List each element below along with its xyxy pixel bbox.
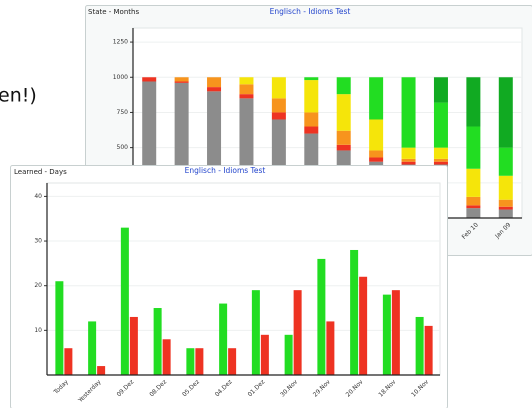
bar-segment	[401, 77, 416, 148]
bar-segment	[271, 98, 286, 113]
bar-segment	[401, 147, 416, 159]
y-tick-label: 30	[34, 238, 42, 245]
bar-segment	[304, 112, 319, 127]
bar-segment	[336, 94, 351, 131]
bar-segment	[433, 102, 448, 148]
bar	[228, 348, 237, 375]
background-text: en!)	[0, 85, 37, 107]
bar-segment	[174, 77, 189, 82]
bar-segment	[498, 147, 513, 176]
y-tick-label: 500	[117, 144, 129, 151]
y-tick-label: 1000	[113, 74, 128, 81]
y-tick-label: 1250	[113, 39, 128, 46]
bar	[284, 334, 293, 375]
bar	[64, 348, 73, 375]
bar-segment	[142, 77, 157, 82]
bar-segment	[207, 87, 222, 92]
bar	[219, 303, 228, 375]
bar-segment	[433, 158, 448, 162]
bar-segment	[369, 77, 384, 120]
bar-segment	[271, 112, 286, 120]
bar	[195, 348, 204, 375]
bar-segment	[239, 94, 254, 99]
bar-segment	[369, 150, 384, 158]
bar	[120, 227, 129, 375]
bar	[382, 294, 391, 375]
bar-segment	[498, 206, 513, 210]
bar-segment	[304, 126, 319, 134]
bar-segment	[433, 147, 448, 159]
chart-title: Englisch - Idioms Test	[270, 7, 351, 16]
bar-segment	[304, 80, 319, 113]
chart-title: Englisch - Idioms Test	[185, 166, 266, 175]
bar	[97, 366, 106, 375]
bar-segment	[466, 77, 481, 127]
bar	[162, 339, 171, 375]
chart-window: Learned - Days Englisch - Idioms Test 10 20…	[10, 165, 448, 408]
bar-segment	[271, 77, 286, 99]
bar	[317, 258, 326, 375]
chart-label: Learned - Days	[14, 168, 67, 176]
y-tick-label: 40	[34, 193, 42, 200]
bar-segment	[466, 126, 481, 169]
bar-segment	[498, 77, 513, 148]
bar-segment	[498, 175, 513, 200]
bar-segment	[498, 199, 513, 207]
bar	[251, 290, 260, 375]
bar-segment	[304, 77, 319, 81]
bar	[359, 276, 368, 375]
bar-segment	[174, 81, 189, 83]
y-tick-label: 750	[117, 109, 129, 116]
bar	[293, 290, 302, 375]
bar	[391, 290, 400, 375]
bar-segment	[336, 77, 351, 95]
bar-segment	[369, 119, 384, 151]
plot-area	[46, 182, 441, 376]
bar-segment	[336, 144, 351, 151]
bar	[260, 334, 269, 375]
bar	[55, 281, 64, 375]
bar-segment	[369, 157, 384, 162]
bar-segment	[239, 77, 254, 85]
bar	[326, 321, 335, 375]
bar-segment	[433, 77, 448, 103]
bar	[424, 325, 433, 375]
bar-segment	[498, 209, 513, 218]
bar-segment	[401, 158, 416, 162]
bar-segment	[433, 161, 448, 165]
bar-segment	[207, 77, 222, 88]
bar	[88, 321, 97, 375]
bar-segment	[336, 130, 351, 145]
bar	[415, 316, 424, 375]
bar-segment	[466, 205, 481, 209]
bar	[129, 316, 138, 375]
bar	[350, 249, 359, 375]
bar-segment	[466, 196, 481, 206]
bar-segment	[466, 208, 481, 218]
y-tick-label: 20	[34, 282, 42, 289]
bar-segment	[466, 168, 481, 197]
bar-segment	[401, 161, 416, 165]
bar	[186, 348, 195, 375]
bar-segment	[239, 84, 254, 95]
y-tick-label: 10	[34, 327, 42, 334]
bar	[153, 308, 162, 375]
chart-label: State - Months	[88, 8, 139, 16]
